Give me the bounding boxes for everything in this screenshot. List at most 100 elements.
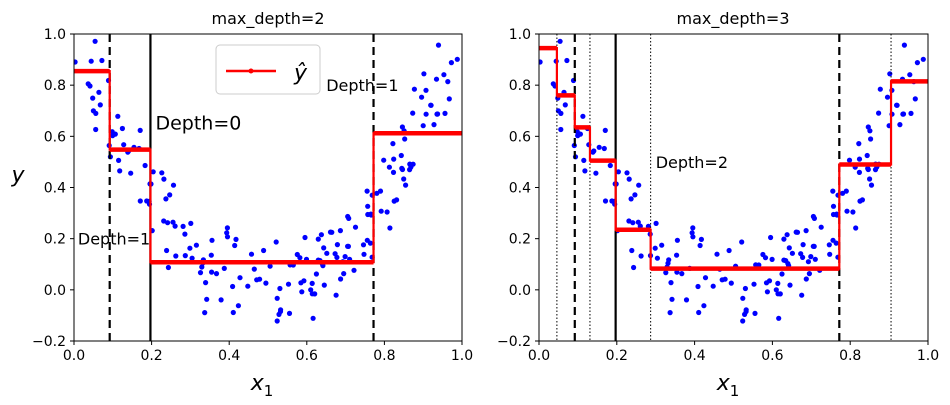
data-point [779, 271, 785, 277]
data-point [341, 271, 347, 277]
data-point [907, 72, 913, 78]
data-point [628, 196, 634, 202]
data-point [853, 225, 859, 231]
data-point [224, 225, 230, 231]
data-point [299, 289, 305, 295]
y-axis-label: y [10, 163, 25, 188]
data-point [631, 264, 637, 271]
data-point [302, 234, 308, 241]
data-point [743, 307, 749, 313]
data-point [209, 269, 215, 275]
data-point [539, 59, 543, 65]
data-point [654, 255, 661, 261]
data-point [334, 242, 340, 248]
data-point [602, 127, 608, 133]
data-point [115, 113, 121, 119]
y-tick-label: 0.0 [44, 283, 66, 299]
data-point [690, 225, 696, 231]
data-point [318, 232, 324, 238]
data-point [850, 209, 856, 215]
data-point [286, 310, 293, 316]
data-point [224, 234, 231, 240]
data-point [864, 152, 870, 159]
data-point [90, 95, 96, 101]
data-point [294, 251, 300, 258]
data-point [165, 264, 171, 271]
data-point [364, 188, 370, 194]
data-point [377, 188, 384, 194]
data-point [793, 229, 799, 235]
data-point [593, 170, 599, 176]
data-point [582, 168, 588, 174]
prediction-line [539, 46, 928, 270]
data-point [786, 245, 792, 251]
data-point [562, 102, 568, 108]
data-point [629, 247, 635, 254]
data-point [626, 218, 632, 224]
data-point [701, 303, 707, 309]
data-point [773, 287, 779, 293]
data-point [88, 58, 94, 64]
data-point [301, 278, 307, 284]
data-point [748, 353, 753, 358]
data-point [830, 211, 837, 218]
data-point [161, 218, 167, 224]
data-point [868, 182, 875, 188]
data-point [209, 237, 215, 243]
data-point [637, 223, 643, 229]
data-point [726, 247, 732, 254]
data-point [602, 198, 609, 204]
data-point [868, 136, 874, 142]
data-point [248, 251, 255, 257]
data-point [908, 110, 914, 116]
data-point [116, 157, 122, 163]
data-point [182, 253, 188, 259]
data-point [690, 234, 696, 240]
data-point [361, 251, 367, 257]
data-point [221, 265, 227, 271]
data-point [278, 307, 284, 313]
data-point [338, 276, 344, 282]
data-point [202, 310, 208, 316]
data-point [342, 254, 348, 260]
data-point [803, 276, 809, 282]
data-point [638, 253, 644, 259]
data-point [742, 311, 748, 317]
y-tick-label: 0.4 [509, 181, 531, 197]
data-point [444, 17, 449, 22]
data-point [844, 208, 850, 214]
data-point [557, 38, 563, 44]
annotation-label: Depth=2 [656, 153, 728, 172]
data-point [391, 198, 397, 204]
data-point [448, 60, 454, 66]
data-point [96, 89, 102, 95]
x-axis-label: x1 [250, 371, 274, 400]
data-point [161, 176, 167, 182]
data-point [381, 157, 387, 163]
data-point [408, 164, 414, 170]
data-point [884, 94, 891, 100]
data-point [93, 126, 99, 133]
data-point [781, 236, 787, 242]
y-tick-label: 0.8 [44, 78, 66, 94]
data-point [386, 164, 392, 170]
data-point [856, 156, 863, 162]
data-point [313, 271, 319, 277]
y-tick-label: 0.2 [44, 232, 66, 248]
data-point [679, 271, 685, 277]
data-point [856, 141, 862, 147]
data-point [245, 283, 251, 289]
data-point [235, 303, 241, 309]
x-axis-label-subscript: 1 [264, 382, 274, 400]
data-point [581, 157, 587, 163]
data-point [697, 242, 703, 249]
data-point [337, 228, 343, 234]
data-point [119, 125, 125, 132]
y-tick-label: 0.4 [44, 181, 66, 197]
data-point [783, 258, 789, 264]
data-point [653, 220, 659, 226]
data-point [117, 168, 123, 174]
data-point [739, 239, 745, 245]
data-point [800, 242, 806, 248]
